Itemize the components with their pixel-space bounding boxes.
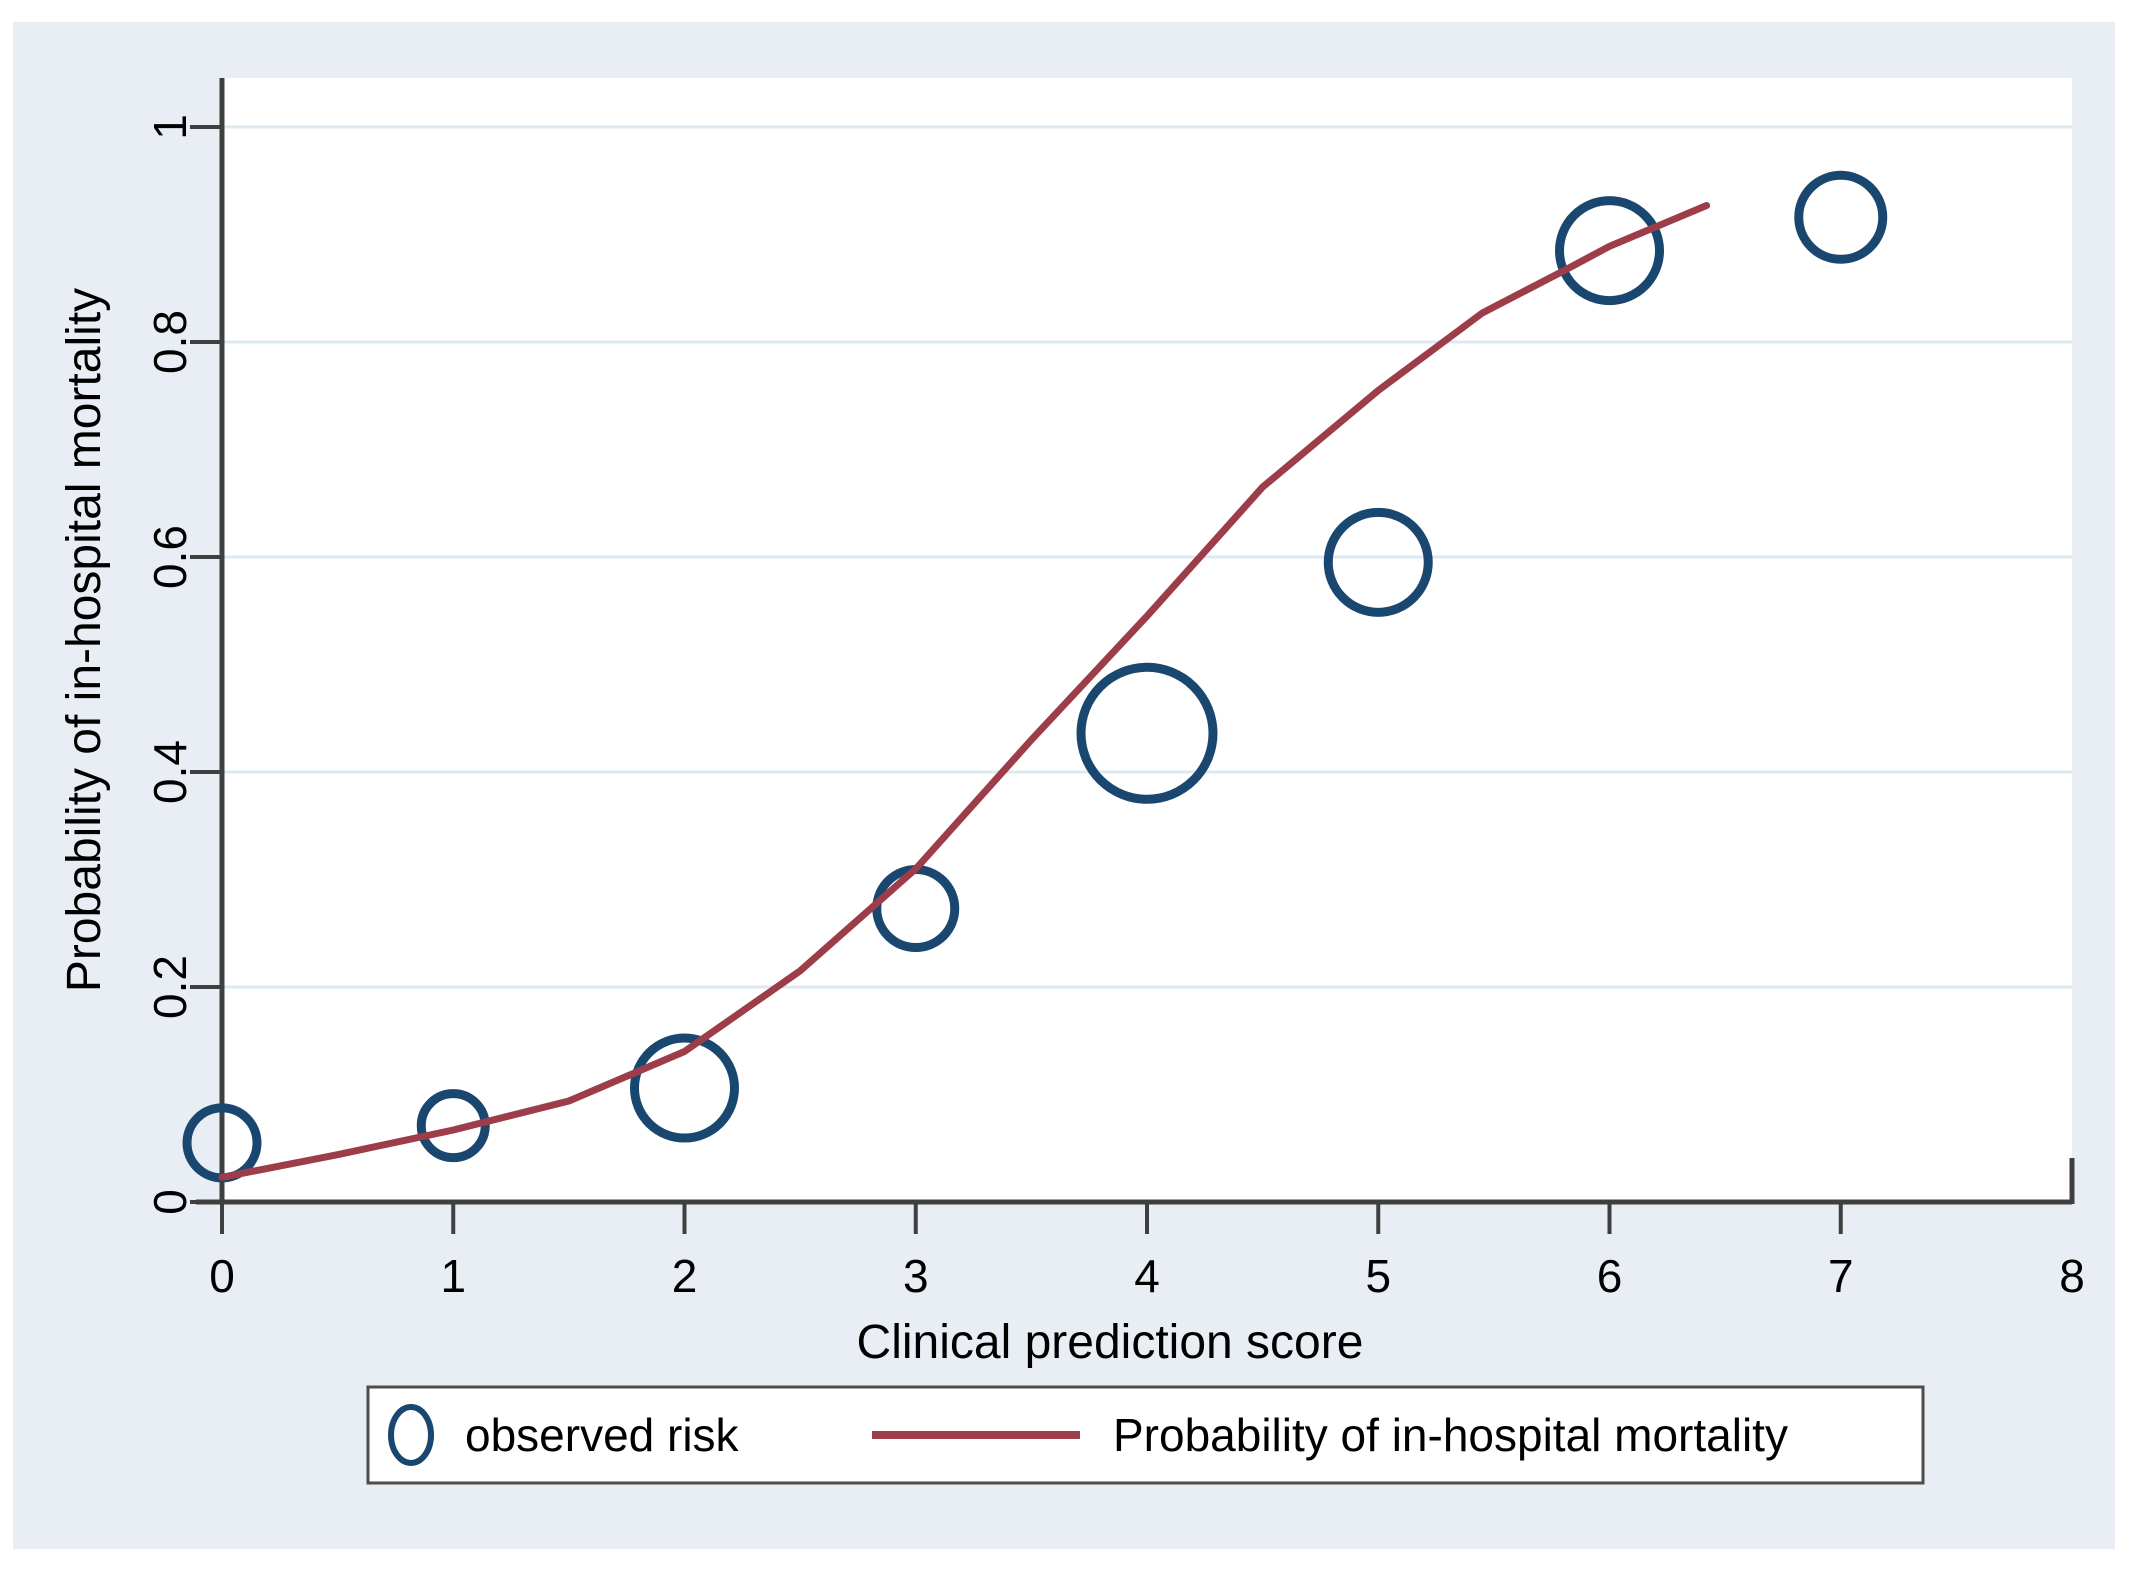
axes-layer: [196, 78, 2075, 1205]
x-tick-label: 0: [209, 1250, 235, 1302]
x-axis-title: Clinical prediction score: [857, 1316, 1364, 1369]
y-tick-label: 0.8: [144, 310, 196, 374]
observed-risk-bubble: [1323, 507, 1433, 617]
x-tick-label: 4: [1134, 1250, 1160, 1302]
y-axis-title: Probability of in-hospital mortality: [58, 288, 111, 992]
x-tick-label: 5: [1365, 1250, 1391, 1302]
observed-risk-bubble: [630, 1033, 739, 1143]
y-tick-label: 0: [144, 1189, 196, 1215]
x-tick-label: 2: [672, 1250, 698, 1302]
x-tick-label: 7: [1828, 1250, 1854, 1302]
x-tick-label: 1: [440, 1250, 466, 1302]
plot-region: [222, 78, 2072, 1202]
observed-risk-bubble: [1555, 196, 1664, 306]
observed-risk-bubble: [1076, 662, 1218, 804]
x-tick-label: 6: [1597, 1250, 1623, 1302]
legend-observed-risk-marker-icon: [388, 1404, 434, 1466]
x-tick-label: 8: [2059, 1250, 2085, 1302]
legend-box: [366, 1385, 1925, 1485]
y-tick-label: 0.4: [144, 740, 196, 804]
y-tick-label: 0.6: [144, 525, 196, 589]
tick-labels-layer: 0 1 2 3 4 5 6 7 8 0 0.2 0.4 0.6 0.8 1: [144, 114, 2085, 1302]
y-tick-label: 0.2: [144, 955, 196, 1019]
prediction-line-layer: [218, 202, 1711, 1181]
legend-observed-risk-label: observed risk: [465, 1409, 740, 1461]
observed-risk-bubble: [1794, 170, 1888, 264]
observed-risk-bubble: [416, 1089, 490, 1163]
y-tick-label: 1: [144, 114, 196, 140]
tick-marks-layer: [190, 125, 1843, 1234]
gridlines-layer: [222, 125, 2072, 989]
predicted-probability-line: [218, 202, 1711, 1181]
legend-prediction-label: Probability of in-hospital mortality: [1113, 1409, 1788, 1461]
legend: observed risk Probability of in-hospital…: [366, 1385, 1925, 1485]
x-tick-label: 3: [903, 1250, 929, 1302]
